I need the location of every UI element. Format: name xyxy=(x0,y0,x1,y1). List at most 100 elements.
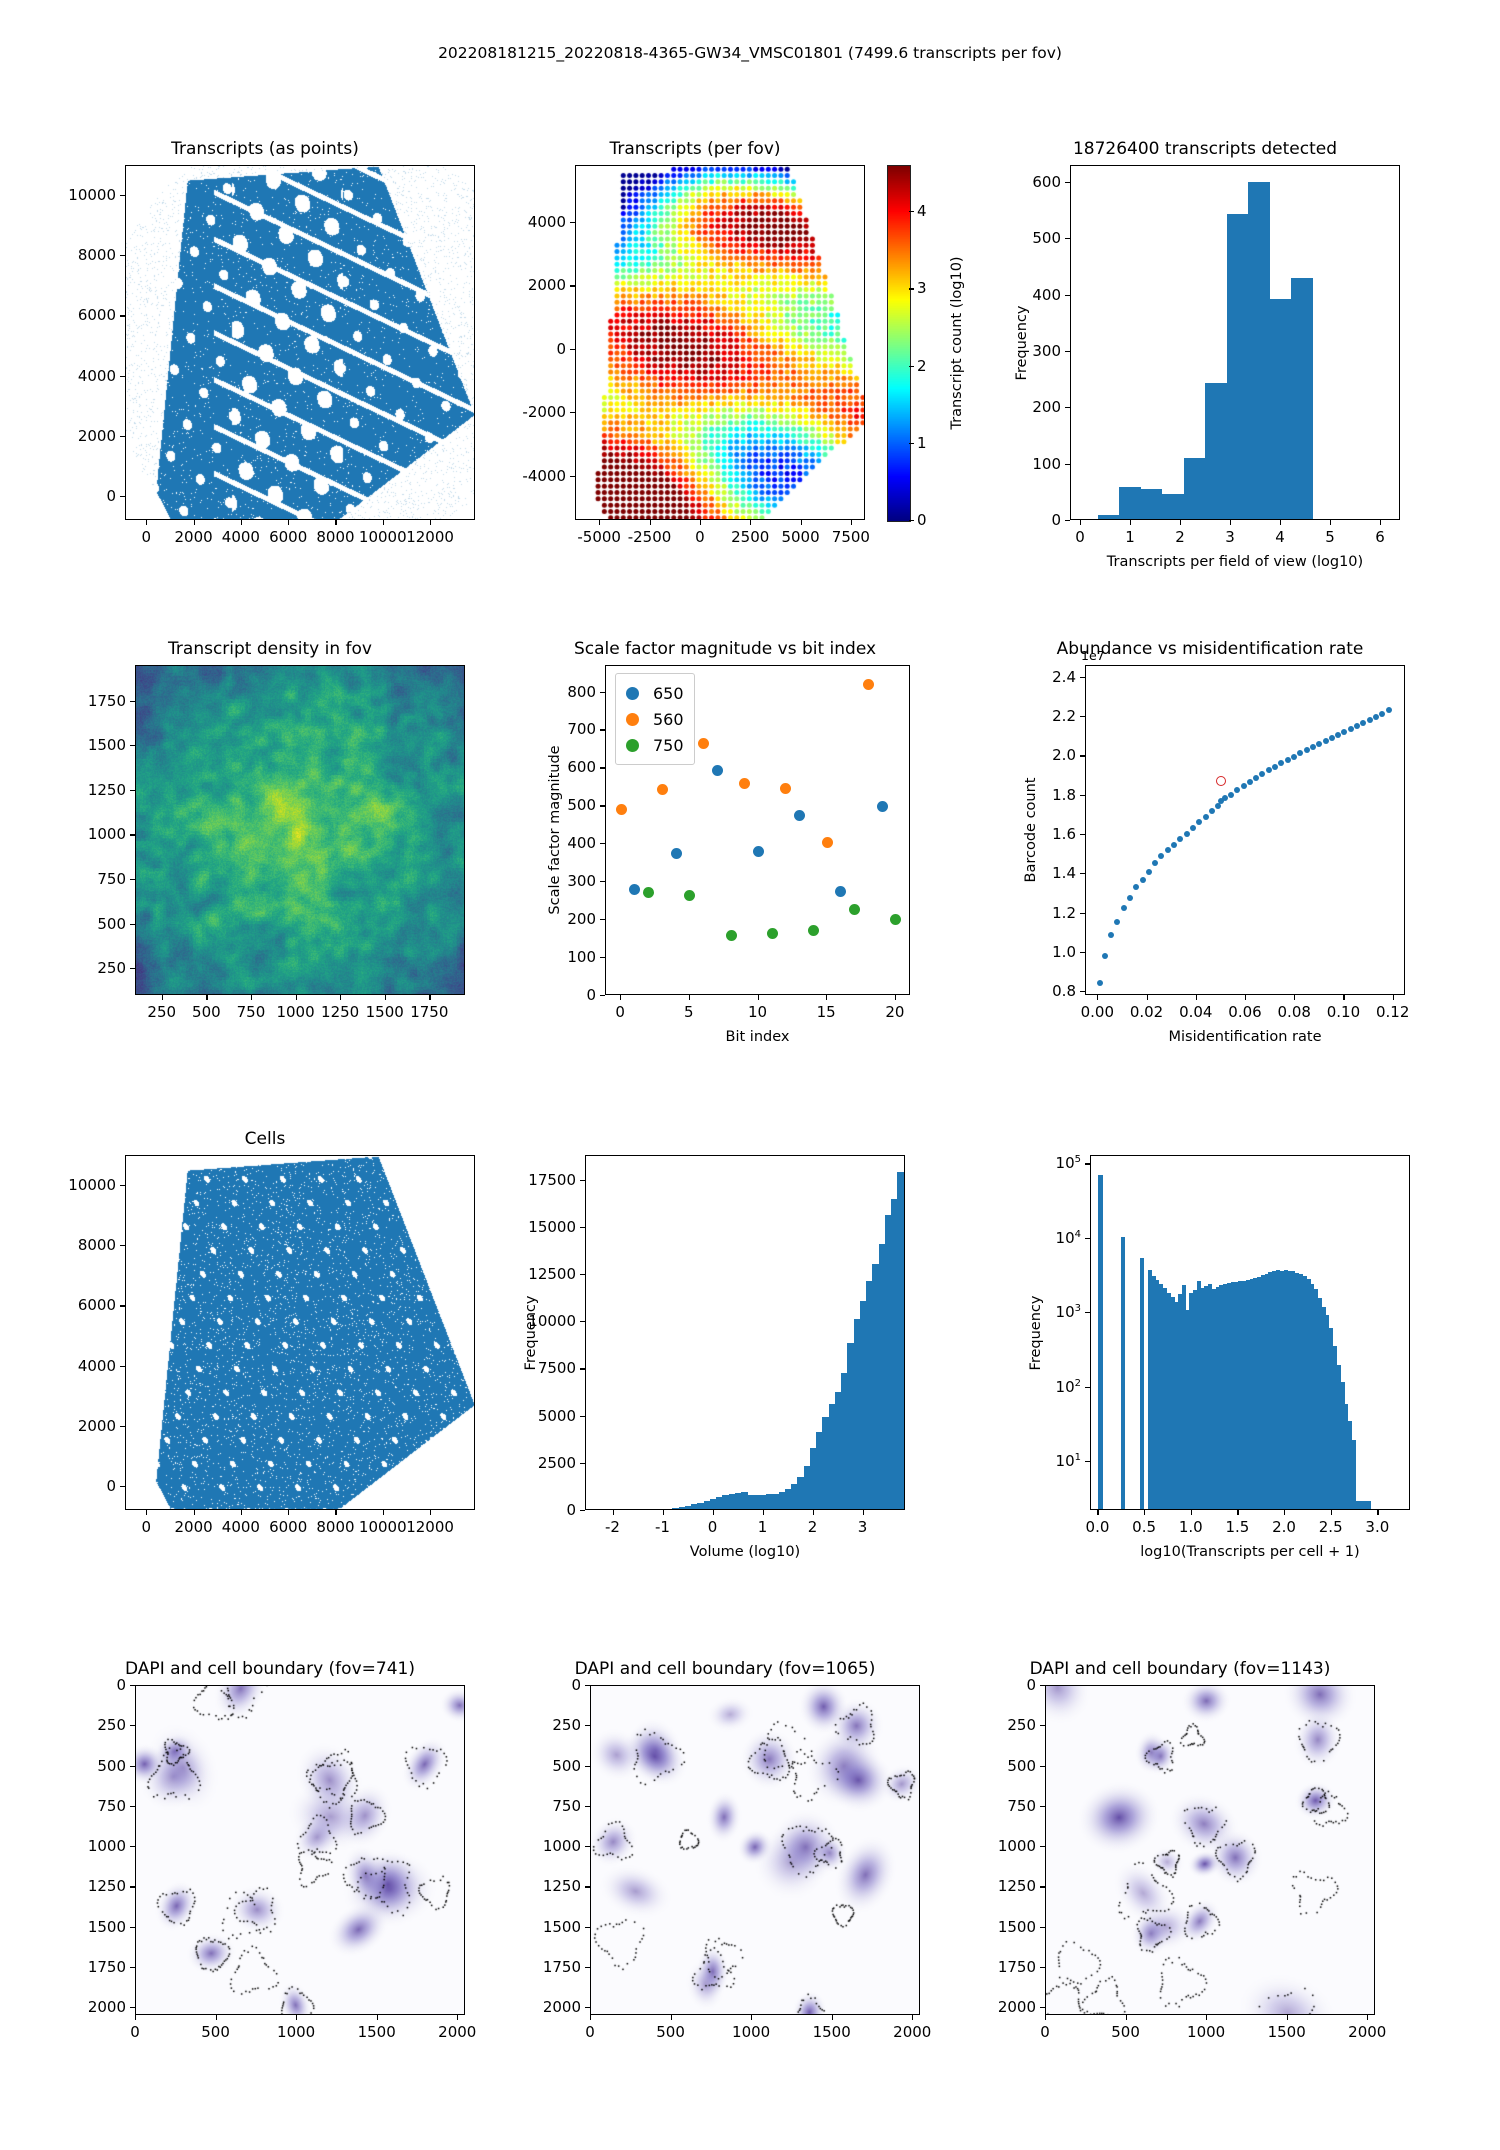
histogram-bar xyxy=(872,1263,880,1509)
legend-row: 560 xyxy=(626,706,684,732)
x-tick xyxy=(831,2015,833,2020)
data-point xyxy=(1096,980,1103,987)
data-point xyxy=(1291,753,1297,760)
x-tick xyxy=(862,1510,864,1515)
y-tick xyxy=(130,834,135,836)
plot-area xyxy=(1090,1155,1410,1510)
y-tick-label: 800 xyxy=(567,682,596,701)
x-tick xyxy=(757,995,759,1000)
x-tick xyxy=(430,520,432,525)
x-tick xyxy=(161,995,163,1000)
y-tick-label: 1.2 xyxy=(1052,903,1076,922)
x-tick-label: 1500 xyxy=(365,1003,404,1021)
y-tick xyxy=(585,1725,590,1727)
y-tick-label: 100 xyxy=(567,948,596,967)
y-tick-label: 700 xyxy=(567,720,596,739)
histogram-bar xyxy=(1340,1381,1345,1509)
y-tick xyxy=(120,435,125,437)
x-tick xyxy=(688,995,690,1000)
data-point xyxy=(1158,853,1165,860)
histogram-bar xyxy=(847,1343,855,1509)
y-tick xyxy=(600,919,605,921)
plot-area xyxy=(1085,665,1405,995)
histogram-bar xyxy=(1147,1270,1152,1509)
x-tick xyxy=(1330,520,1332,525)
histogram-bar xyxy=(1336,1365,1341,1509)
y-tick xyxy=(130,700,135,702)
y-tick xyxy=(1040,2007,1045,2009)
y-tick xyxy=(1040,1886,1045,1888)
y-tick-label: 1000 xyxy=(87,1837,126,1856)
y-tick xyxy=(585,1805,590,1808)
y-axis-label: Frequency xyxy=(1014,305,1030,380)
data-point xyxy=(1196,818,1203,825)
y-tick xyxy=(580,1368,585,1370)
y-tick-label: 250 xyxy=(1007,1716,1036,1735)
y-tick xyxy=(585,1846,590,1848)
histogram-bar xyxy=(1204,1286,1209,1509)
y-tick xyxy=(585,1765,590,1767)
plot-area xyxy=(575,165,865,520)
data-point xyxy=(1284,756,1291,763)
x-tick-label: 1500 xyxy=(812,2023,851,2041)
y-tick-label: 1500 xyxy=(542,1917,581,1936)
data-point xyxy=(835,885,847,897)
y-tick-label: 1750 xyxy=(542,1957,581,1976)
x-tick xyxy=(1330,1510,1332,1515)
panel-volume-hist: -2 -1 0 1 2 3 0 2500 5000 7500 10000 12500 15000 1750… xyxy=(480,1130,930,1570)
x-tick xyxy=(670,2015,672,2020)
y-tick xyxy=(570,412,575,414)
x-tick xyxy=(812,1510,814,1515)
y-tick-label: 1500 xyxy=(87,1917,126,1936)
y-tick-label: 200 xyxy=(1032,398,1061,417)
y-tick xyxy=(600,691,605,693)
x-tick xyxy=(340,995,342,1000)
x-tick-label: 3.0 xyxy=(1365,1518,1390,1536)
y-tick xyxy=(570,285,575,287)
y-tick-label: 0 xyxy=(1026,1676,1036,1694)
x-tick xyxy=(384,995,386,1000)
x-tick xyxy=(240,520,243,525)
y-tick xyxy=(580,1226,585,1228)
y-tick xyxy=(1085,1386,1090,1388)
y-tick xyxy=(585,1966,590,1969)
data-point xyxy=(1328,734,1335,741)
y-tick xyxy=(1080,676,1085,678)
y-tick-label: 4000 xyxy=(77,1356,116,1375)
x-tick-label: 0 xyxy=(1075,528,1085,546)
histogram-bar xyxy=(1276,1269,1281,1509)
x-tick-label: 1500 xyxy=(357,2023,396,2041)
histogram-bar xyxy=(1211,1288,1217,1509)
y-offset-text: 1e7 xyxy=(1081,648,1105,663)
x-tick xyxy=(288,520,290,525)
legend-label: 560 xyxy=(653,709,684,729)
y-tick xyxy=(130,1725,135,1727)
y-tick-label: 500 xyxy=(97,1756,126,1775)
panel-transcripts-per-fov: Transcripts (per fov) -5000 -2500 0 2500 5000… xyxy=(480,139,965,570)
histogram-bar xyxy=(1272,1270,1277,1509)
histogram-bar xyxy=(853,1319,861,1509)
histogram-bar xyxy=(1097,514,1119,519)
colorbar-tick-label: 4 xyxy=(917,202,927,221)
x-tick-label: 2500 xyxy=(731,528,770,546)
histogram-bar xyxy=(816,1432,823,1509)
x-axis-label: Volume (log10) xyxy=(689,1544,801,1560)
y-tick-label: 2000 xyxy=(77,1416,116,1435)
x-tick-label: 6000 xyxy=(269,1518,308,1536)
x-tick xyxy=(1286,2015,1288,2020)
y-tick-label: 750 xyxy=(97,870,126,889)
x-tick xyxy=(1146,995,1148,1000)
x-tick xyxy=(599,520,601,525)
x-tick xyxy=(288,1510,290,1515)
x-tick xyxy=(335,1510,337,1515)
y-tick-label: 1.0 xyxy=(1052,942,1076,961)
y-tick-label: 0 xyxy=(106,486,116,505)
x-tick-label: 15 xyxy=(816,1003,836,1021)
x-tick xyxy=(240,1510,243,1515)
y-tick-label: 6000 xyxy=(77,1296,116,1315)
y-tick xyxy=(1080,991,1085,993)
x-tick-label: 1000 xyxy=(1187,2023,1226,2041)
histogram-bar xyxy=(759,1494,767,1509)
y-tick-label: 1500 xyxy=(997,1917,1036,1936)
y-tick xyxy=(600,767,605,769)
